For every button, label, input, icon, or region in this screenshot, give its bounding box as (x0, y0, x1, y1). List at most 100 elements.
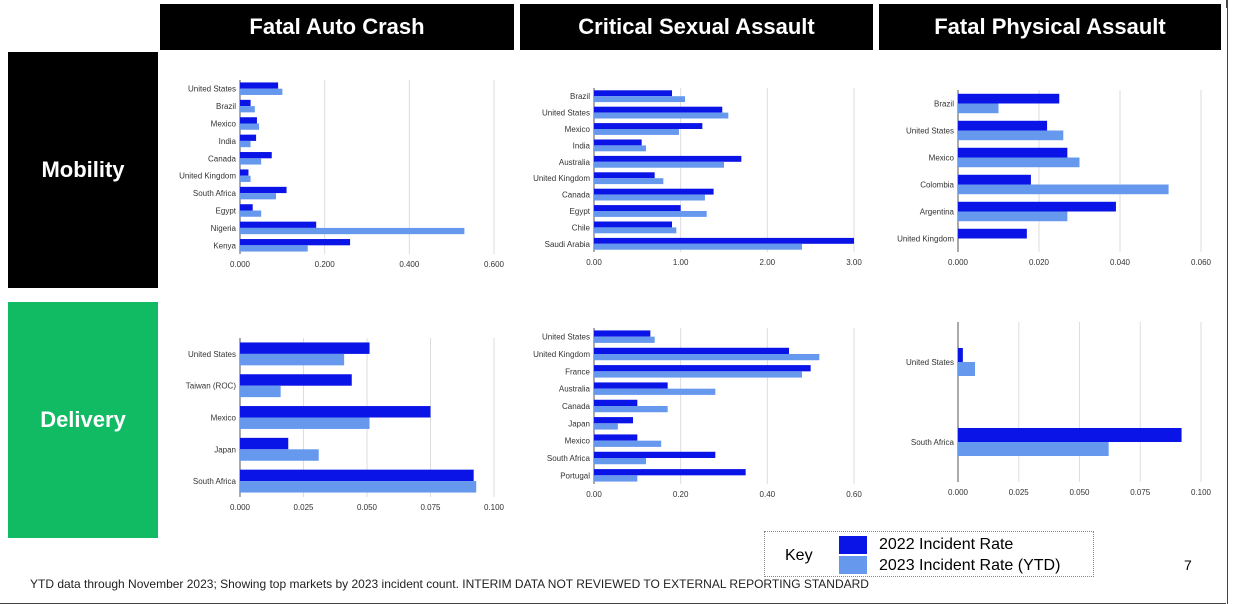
bar-2022 (594, 123, 703, 129)
row-header-delivery: Delivery (8, 302, 158, 538)
bar-2023 (594, 406, 668, 413)
bar-2023 (240, 158, 262, 165)
bar-2023 (594, 388, 716, 395)
x-tick-label: 0.050 (1069, 488, 1090, 497)
bar-2022 (594, 237, 854, 244)
x-tick-label: 0.020 (1029, 258, 1050, 267)
legend-key: Key 2022 Incident Rate 2023 Incident Rat… (764, 531, 1094, 577)
y-tick-label: Australia (559, 385, 591, 394)
bar-2022 (594, 139, 642, 146)
bar-2023 (240, 417, 370, 429)
bar-2023 (958, 184, 1169, 195)
bar-2022 (594, 221, 672, 228)
bar-2023 (958, 442, 1109, 456)
bar-2022 (958, 228, 1027, 239)
footnote: YTD data through November 2023; Showing … (30, 577, 869, 591)
y-tick-label: Canada (208, 154, 237, 163)
y-tick-label: Canada (562, 191, 591, 200)
bar-2023 (240, 210, 262, 217)
x-tick-label: 0.000 (948, 488, 969, 497)
bar-2022 (594, 172, 655, 179)
bar-2022 (594, 347, 789, 354)
bar-2023 (594, 227, 677, 234)
legend-label-2022: 2022 Incident Rate (879, 536, 1014, 553)
y-tick-label: Colombia (920, 181, 954, 190)
y-tick-label: United States (542, 333, 590, 342)
x-tick-label: 0.20 (673, 490, 689, 499)
bar-2022 (594, 205, 681, 211)
column-header-critical-sexual-assault: Critical Sexual Assault (520, 4, 873, 50)
x-tick-label: 0.40 (760, 490, 776, 499)
row-header-mobility: Mobility (8, 52, 158, 288)
y-tick-label: Nigeria (211, 224, 237, 233)
y-tick-label: South Africa (193, 477, 237, 486)
bar-2022 (240, 99, 251, 107)
y-tick-label: South Africa (547, 454, 591, 463)
x-tick-label: 1.00 (673, 258, 689, 267)
bar-2022 (240, 186, 287, 194)
x-tick-label: 0.200 (315, 260, 336, 269)
x-tick-label: 0.075 (420, 503, 441, 512)
bar-2023 (958, 130, 1064, 141)
bar-2022 (240, 437, 289, 450)
bar-2023 (594, 211, 707, 217)
x-tick-label: 0.00 (586, 258, 602, 267)
y-tick-label: United States (542, 109, 590, 118)
bar-2023 (594, 243, 802, 250)
bar-2022 (240, 406, 431, 418)
bar-2023 (594, 354, 820, 361)
bar-2022 (594, 382, 668, 389)
y-tick-label: Brazil (934, 100, 954, 109)
bar-2022 (240, 152, 272, 159)
x-tick-label: 0.100 (484, 503, 505, 512)
y-tick-label: Portugal (560, 471, 590, 480)
y-tick-label: United Kingdom (533, 350, 590, 359)
x-tick-label: 0.060 (1191, 258, 1212, 267)
bar-2023 (958, 157, 1080, 168)
slide-frame-top (0, 0, 1227, 8)
bar-2022 (594, 188, 714, 195)
y-tick-label: United Kingdom (179, 172, 236, 181)
y-tick-label: Saudi Arabia (545, 240, 591, 249)
x-tick-label: 0.600 (484, 260, 505, 269)
chart-mobility-critical-sexual-assault: 0.00 1.00 2.00 3.00 Brazil United States Mexic… (533, 88, 862, 267)
legend-label-2023: 2023 Incident Rate (YTD) (879, 557, 1061, 574)
slide-frame-right (1227, 0, 1228, 604)
bar-2022 (958, 120, 1048, 131)
bar-2022 (240, 82, 279, 89)
x-tick-label: 0.040 (1110, 258, 1131, 267)
x-tick-label: 0.60 (846, 490, 862, 499)
y-tick-label: United States (906, 127, 954, 136)
page-number: 7 (1184, 557, 1192, 573)
bar-2022 (240, 117, 257, 124)
bar-2022 (240, 134, 257, 141)
x-tick-label: 0.025 (293, 503, 314, 512)
bar-2022 (594, 330, 651, 337)
bar-2022 (594, 417, 633, 424)
bar-2023 (594, 440, 662, 447)
bar-2022 (594, 90, 672, 97)
chart-mobility-fatal-auto-crash: 0.000 0.200 0.400 0.600 United States Brazil M… (179, 80, 505, 269)
bar-2022 (240, 204, 253, 211)
bar-2022 (594, 155, 742, 162)
chart-delivery-fatal-auto-crash: 0.000 0.025 0.050 0.075 0.100 United States Ta… (186, 338, 505, 512)
bar-2022 (958, 348, 963, 362)
bar-2022 (240, 169, 249, 176)
y-tick-label: Japan (214, 445, 236, 454)
y-tick-label: Chile (572, 223, 591, 232)
x-tick-label: 0.00 (586, 490, 602, 499)
bar-2023 (958, 211, 1068, 222)
bar-2023 (594, 145, 646, 152)
bar-2023 (594, 112, 729, 119)
y-tick-label: Mexico (565, 125, 591, 134)
bar-2023 (240, 481, 477, 493)
legend-swatch-2022 (839, 536, 867, 554)
bar-2023 (958, 362, 976, 376)
y-tick-label: Egypt (570, 207, 591, 216)
y-tick-label: Mexico (211, 414, 237, 423)
bar-2023 (594, 161, 724, 168)
y-tick-label: United Kingdom (897, 235, 954, 244)
y-tick-label: Mexico (929, 154, 955, 163)
y-tick-label: United States (188, 85, 236, 94)
bar-2023 (594, 96, 685, 103)
